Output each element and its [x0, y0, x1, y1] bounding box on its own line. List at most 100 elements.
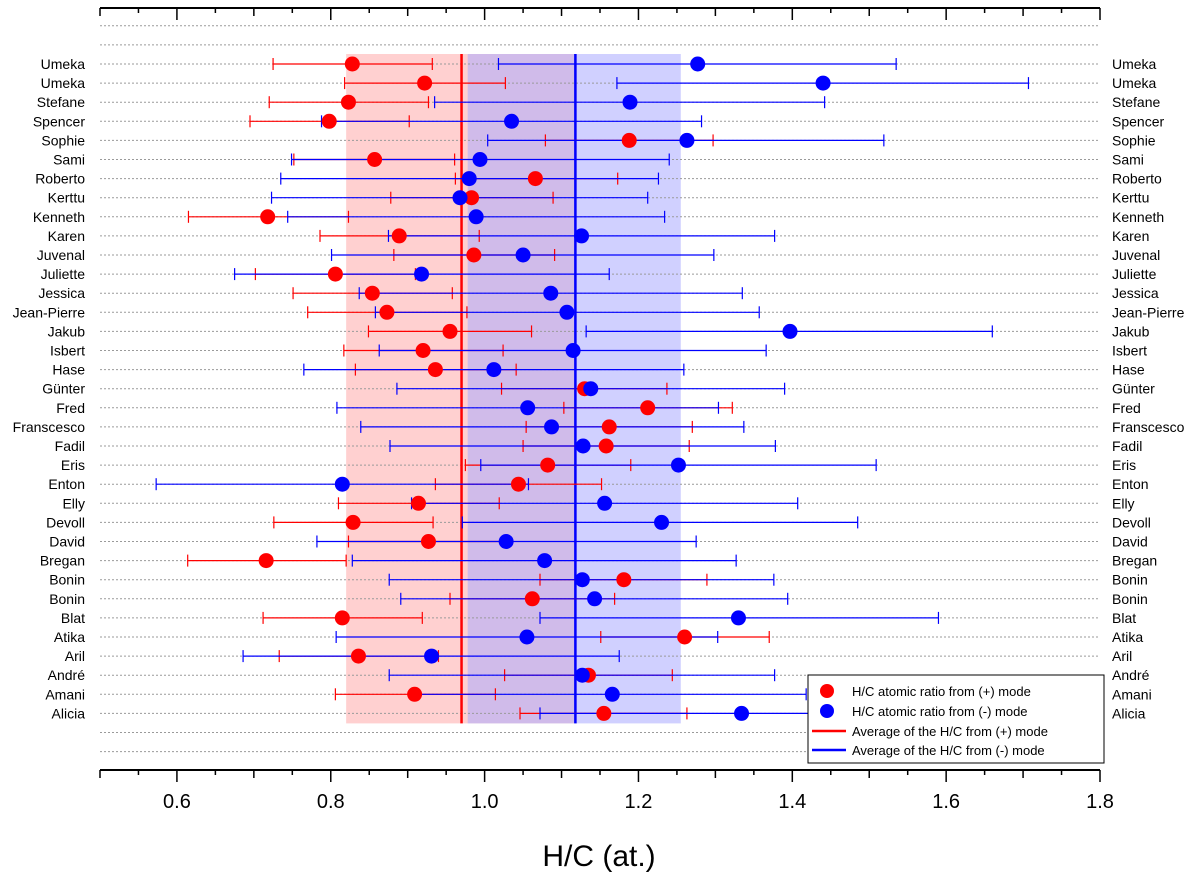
row-label-left: Bonin [49, 591, 85, 607]
data-point-minus [654, 514, 670, 530]
data-point-minus [515, 247, 531, 263]
row-labels-right: Umeka Umeka Stefane Spencer Sophie Sami Robert… [1112, 56, 1185, 721]
row-label-right: David [1112, 534, 1148, 550]
row-label-left: Devoll [46, 514, 85, 530]
legend-label-minus: H/C atomic ratio from (-) mode [852, 704, 1028, 719]
data-point-minus [622, 94, 638, 110]
data-point-plus [524, 591, 540, 607]
data-point-plus [260, 209, 276, 225]
x-tick-label: 1.6 [932, 791, 960, 813]
row-label-right: Umeka [1112, 75, 1157, 91]
data-point-minus [543, 285, 559, 301]
row-label-right: Enton [1112, 476, 1149, 492]
row-label-left: Jean-Pierre [13, 304, 86, 320]
row-label-left: Spencer [33, 113, 85, 129]
data-point-minus [486, 362, 502, 378]
row-label-right: Kenneth [1112, 209, 1164, 225]
data-point-plus [321, 113, 337, 129]
row-label-left: Sophie [41, 132, 85, 148]
row-label-left: Alicia [52, 705, 86, 721]
row-label-left: Isbert [50, 343, 85, 359]
row-label-left: Juvenal [37, 247, 85, 263]
data-point-minus [734, 705, 750, 721]
data-point-minus [782, 323, 798, 339]
data-point-minus [461, 171, 477, 187]
row-label-left: Sami [53, 152, 85, 168]
row-label-left: Blat [61, 610, 85, 626]
row-label-right: Bregan [1112, 553, 1157, 569]
axes: 0.6 0.8 1.0 1.2 1.4 1.6 1.8 [99, 7, 1114, 813]
data-point-minus [414, 266, 430, 282]
data-point-minus [690, 56, 706, 72]
row-label-left: Amani [45, 686, 85, 702]
data-point-minus [604, 686, 620, 702]
row-label-right: Kerttu [1112, 190, 1149, 206]
data-point-plus [344, 56, 360, 72]
x-tick-label: 1.0 [471, 791, 499, 813]
data-point-minus [583, 381, 599, 397]
row-label-left: Fadil [55, 438, 85, 454]
row-label-right: Alicia [1112, 705, 1146, 721]
data-point-minus [574, 667, 590, 683]
row-label-left: André [48, 667, 86, 683]
row-label-right: Jessica [1112, 285, 1159, 301]
row-label-left: David [49, 534, 85, 550]
row-label-right: Fred [1112, 400, 1141, 416]
data-point-minus [544, 419, 560, 435]
data-point-plus [327, 266, 343, 282]
data-point-minus [472, 152, 488, 167]
data-point-plus [367, 152, 383, 167]
row-label-right: Devoll [1112, 514, 1151, 530]
data-point-minus [597, 495, 613, 511]
data-point-minus [334, 476, 350, 492]
data-point-minus [498, 534, 514, 549]
row-label-left: Günter [42, 381, 85, 397]
row-label-left: Umeka [41, 56, 86, 72]
data-point-plus [364, 285, 380, 301]
data-point-plus [677, 629, 693, 645]
data-point-plus [420, 534, 436, 549]
row-label-right: Karen [1112, 228, 1149, 244]
row-label-right: Günter [1112, 381, 1155, 397]
data-point-minus [559, 304, 575, 320]
row-label-left: Jessica [38, 285, 85, 301]
row-label-left: Juliette [41, 266, 86, 282]
row-label-left: Stefane [37, 94, 85, 110]
legend-marker-minus [820, 704, 834, 718]
data-point-plus [640, 400, 656, 416]
row-label-left: Atika [54, 629, 85, 645]
row-label-right: Sophie [1112, 132, 1156, 148]
row-label-left: Eris [61, 457, 85, 473]
data-point-plus [410, 495, 426, 511]
row-label-left: Enton [48, 476, 85, 492]
data-point-minus [574, 228, 590, 244]
data-point-minus [815, 75, 831, 91]
data-point-plus [596, 705, 612, 721]
row-label-left: Hase [52, 362, 85, 378]
data-point-minus [730, 610, 746, 626]
data-marks [155, 56, 1030, 721]
data-point-plus [464, 190, 480, 206]
legend-marker-plus [820, 684, 834, 698]
row-label-right: Isbert [1112, 343, 1147, 359]
data-point-minus [519, 629, 535, 645]
legend-box [807, 674, 1105, 764]
data-point-plus [345, 514, 361, 530]
legend-label-plus-avg: Average of the H/C from (+) mode [852, 724, 1048, 739]
data-point-plus [258, 553, 274, 569]
data-point-minus [670, 457, 686, 473]
data-point-minus [424, 648, 440, 664]
row-label-right: André [1112, 667, 1150, 683]
data-point-minus [537, 553, 553, 569]
data-point-plus [427, 362, 443, 378]
row-label-left: Elly [62, 495, 85, 511]
row-label-left: Franscesco [13, 419, 86, 435]
data-point-plus [466, 247, 482, 263]
row-label-right: Jean-Pierre [1112, 304, 1185, 320]
legend: H/C atomic ratio from (+) mode H/C atomi… [807, 674, 1105, 764]
data-point-minus [587, 591, 603, 607]
row-label-right: Jakub [1112, 323, 1150, 339]
data-point-plus [621, 132, 637, 148]
x-tick-label: 1.8 [1086, 791, 1114, 813]
